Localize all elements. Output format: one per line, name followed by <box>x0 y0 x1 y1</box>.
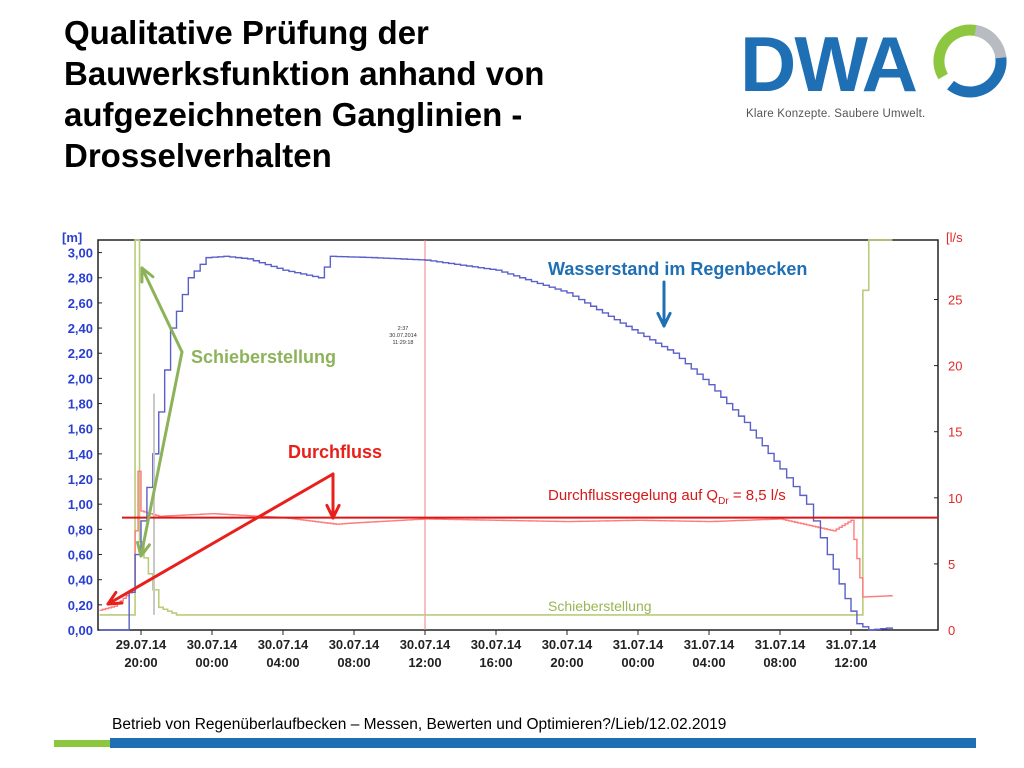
arrow-gate-down <box>139 350 184 558</box>
y-left-tick-label: 0,40 <box>68 573 93 588</box>
x-tick-time: 20:00 <box>124 655 157 670</box>
y-left-unit-label: [m] <box>62 230 82 245</box>
title-line: Qualitative Prüfung der <box>64 14 429 51</box>
y-right-tick-label: 5 <box>948 557 955 572</box>
logo-tagline: Klare Konzepte. Saubere Umwelt. <box>746 108 926 120</box>
y-right-tick-label: 20 <box>948 359 962 374</box>
dwa-logo: DWA Klare Konzepte. Saubere Umwelt. <box>740 18 1010 128</box>
footer-accent-blue <box>110 738 976 748</box>
arrow-level-head <box>656 311 672 328</box>
y-left-tick-label: 3,00 <box>68 246 93 261</box>
x-tick-date: 30.07.14 <box>187 637 238 652</box>
cursor-readout: 11:29:18 <box>392 340 413 346</box>
x-tick-date: 29.07.14 <box>116 637 167 652</box>
arrow-flow-left-head <box>106 590 124 606</box>
y-left-tick-label: 0,80 <box>68 522 93 537</box>
plot-frame <box>97 239 939 631</box>
footer-accent-green <box>54 740 110 747</box>
arrow-flow-down-head <box>325 503 341 520</box>
y-right-tick-label: 25 <box>948 292 962 307</box>
footer-caption: Betrieb von Regenüberlaufbecken – Messen… <box>112 716 727 733</box>
y-right-tick-label: 0 <box>948 623 955 638</box>
title-line: Drosselverhalten <box>64 137 332 174</box>
annotation-flow-label: Durchfluss <box>288 442 382 462</box>
y-right-unit-label: [l/s <box>946 230 963 245</box>
y-left-tick-label: 1,20 <box>68 472 93 487</box>
x-tick-date: 31.07.14 <box>755 637 806 652</box>
arrow-flow-left <box>106 472 335 606</box>
chart-svg: 0,00 0,20 0,40 0,60 0,80 1,00 1,20 1,40 1,60 1,80… <box>62 230 963 670</box>
x-tick-date: 31.07.14 <box>684 637 735 652</box>
x-tick-time: 08:00 <box>337 655 370 670</box>
x-tick-time: 16:00 <box>479 655 512 670</box>
x-tick-time: 04:00 <box>266 655 299 670</box>
y-left-tick-label: 1,40 <box>68 447 93 462</box>
y-left-tick-label: 2,20 <box>68 346 93 361</box>
series-schieberstellung-line <box>99 239 893 616</box>
cursor-readout: 30.07.2014 <box>389 333 417 339</box>
y-right-tick-label: 10 <box>948 491 962 506</box>
annotation-gate-label: Schieberstellung <box>191 347 336 367</box>
arrow-gate-up <box>140 266 184 354</box>
arrow-gate-down-head <box>136 540 151 558</box>
y-left-tick-label: 1,60 <box>68 422 93 437</box>
cursor-readout: 2:37 <box>398 326 409 332</box>
page-title: Qualitative Prüfung der Bauwerksfunktion… <box>64 12 684 176</box>
x-tick-time: 20:00 <box>550 655 583 670</box>
x-tick-time: 00:00 <box>621 655 654 670</box>
x-tick-time: 00:00 <box>195 655 228 670</box>
setpoint-label: Durchflussregelung auf QDr = 8,5 l/s <box>548 487 786 507</box>
logo-wordmark: DWA <box>740 20 918 108</box>
y-left-tick-label: 2,60 <box>68 296 93 311</box>
x-tick-date: 31.07.14 <box>826 637 877 652</box>
x-tick-date: 30.07.14 <box>471 637 522 652</box>
y-left-tick-label: 0,20 <box>68 598 93 613</box>
x-tick-date: 30.07.14 <box>400 637 451 652</box>
x-tick-date: 30.07.14 <box>258 637 309 652</box>
x-tick-time: 12:00 <box>834 655 867 670</box>
x-tick-time: 12:00 <box>408 655 441 670</box>
x-tick-date: 30.07.14 <box>329 637 380 652</box>
y-left-tick-label: 1,00 <box>68 497 93 512</box>
y-left-tick-label: 1,80 <box>68 397 93 412</box>
gate-inline-label: Schieberstellung <box>548 598 652 614</box>
annotation-level-label: Wasserstand im Regenbecken <box>548 259 807 279</box>
x-tick-time: 08:00 <box>763 655 796 670</box>
series-durchfluss-line <box>99 470 894 611</box>
logo-ring-icon <box>933 24 1007 98</box>
title-line: aufgezeichneten Ganglinien - <box>64 96 523 133</box>
x-tick-date: 31.07.14 <box>613 637 664 652</box>
y-left-tick-label: 2,00 <box>68 371 93 386</box>
y-left-tick-label: 0,00 <box>68 623 93 638</box>
y-left-tick-label: 2,80 <box>68 271 93 286</box>
title-line: Bauwerksfunktion anhand von <box>64 55 545 92</box>
x-tick-date: 30.07.14 <box>542 637 593 652</box>
x-tick-time: 04:00 <box>692 655 725 670</box>
arrow-gate-up-head <box>140 266 155 284</box>
series-wasserstand-line <box>99 255 894 631</box>
y-right-tick-label: 15 <box>948 425 962 440</box>
y-left-tick-label: 2,40 <box>68 321 93 336</box>
y-left-tick-label: 0,60 <box>68 548 93 563</box>
